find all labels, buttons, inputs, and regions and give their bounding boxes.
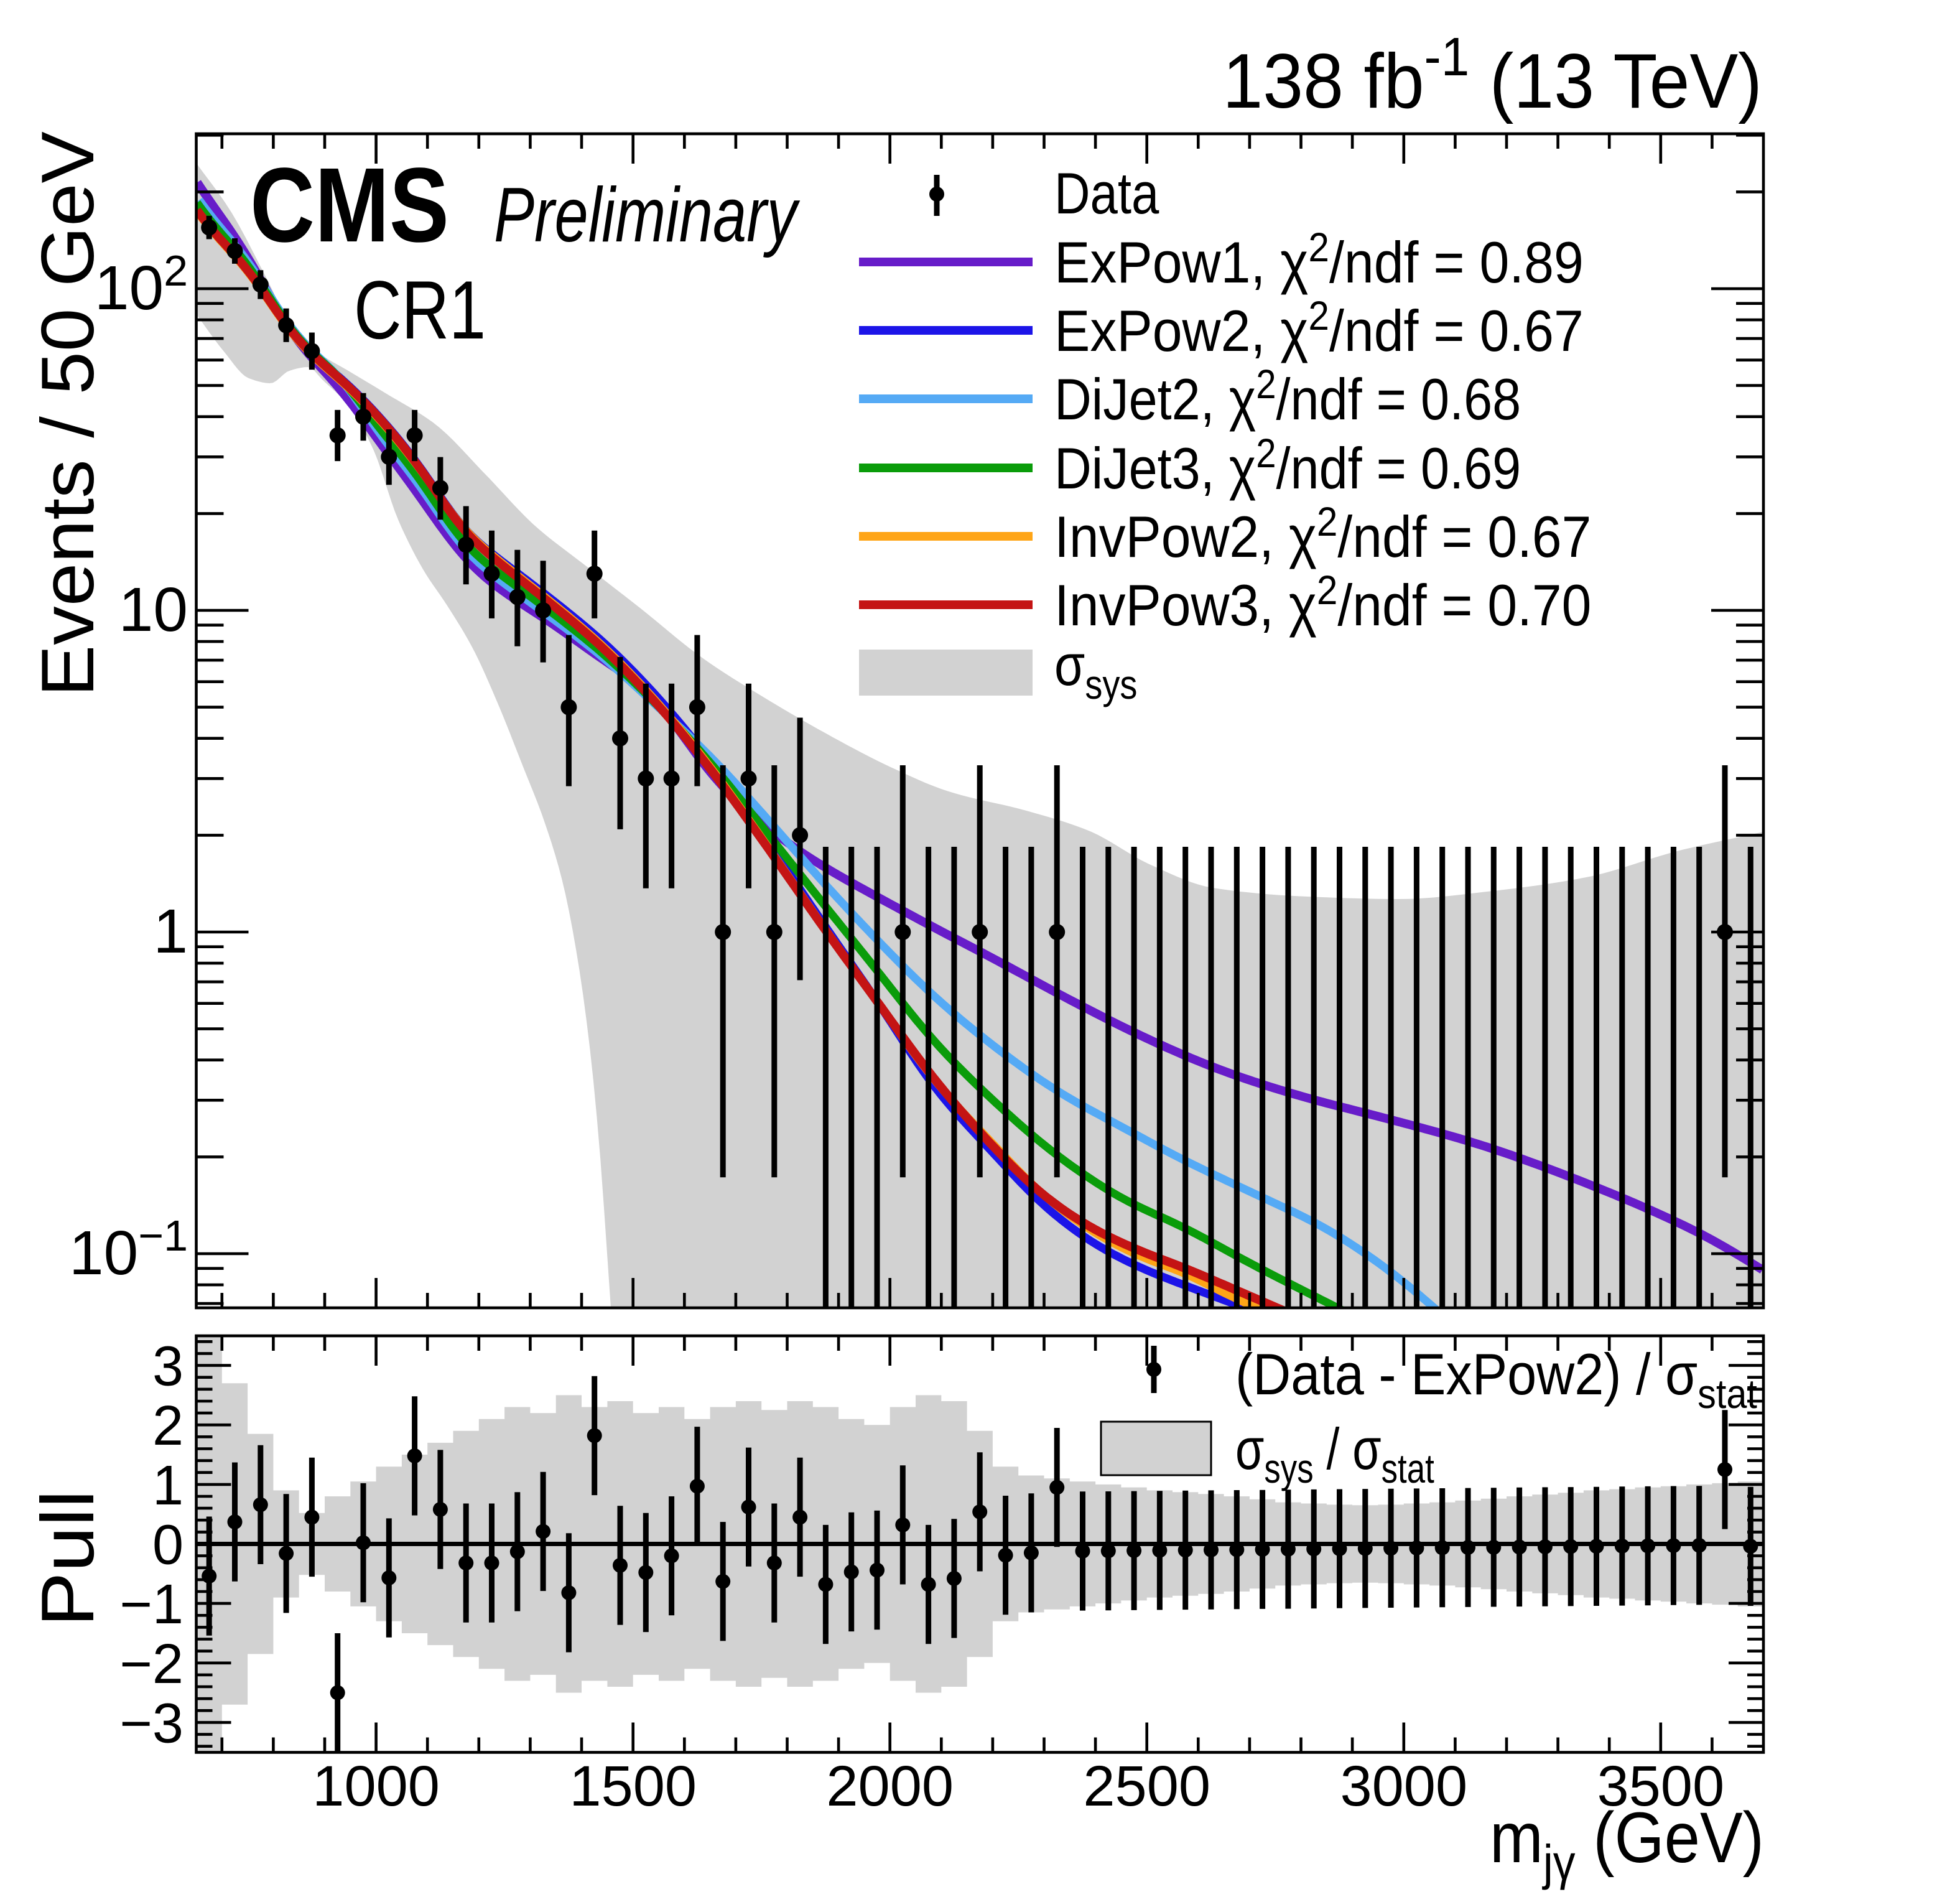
svg-text:Data: Data — [1054, 161, 1159, 226]
svg-text:(Data - ExPow2) / σstat: (Data - ExPow2) / σstat — [1235, 1341, 1757, 1417]
svg-text:138 fb-1 (13 TeV): 138 fb-1 (13 TeV) — [1222, 27, 1762, 124]
svg-text:2: 2 — [152, 1395, 183, 1457]
svg-text:0: 0 — [152, 1514, 183, 1577]
svg-text:1000: 1000 — [312, 1755, 440, 1818]
svg-text:DiJet2, χ2/ndf = 0.68: DiJet2, χ2/ndf = 0.68 — [1054, 362, 1521, 432]
svg-text:DiJet3, χ2/ndf = 0.69: DiJet3, χ2/ndf = 0.69 — [1054, 431, 1521, 501]
svg-text:−3: −3 — [119, 1692, 183, 1755]
svg-text:CMS: CMS — [250, 146, 449, 264]
svg-text:1: 1 — [152, 1455, 183, 1517]
svg-text:Events / 50 GeV: Events / 50 GeV — [26, 131, 109, 697]
svg-text:Pull: Pull — [26, 1490, 109, 1627]
svg-text:3: 3 — [152, 1336, 183, 1398]
svg-text:10: 10 — [119, 575, 188, 645]
svg-text:Preliminary: Preliminary — [494, 172, 801, 258]
svg-text:3000: 3000 — [1340, 1755, 1467, 1818]
svg-text:ExPow1, χ2/ndf = 0.89: ExPow1, χ2/ndf = 0.89 — [1054, 225, 1584, 296]
svg-text:CR1: CR1 — [354, 264, 486, 357]
svg-text:InvPow2, χ2/ndf = 0.67: InvPow2, χ2/ndf = 0.67 — [1054, 500, 1591, 570]
svg-text:1500: 1500 — [569, 1755, 697, 1818]
svg-text:1: 1 — [153, 897, 188, 966]
svg-text:3500: 3500 — [1597, 1755, 1724, 1818]
svg-text:mjγ (GeV): mjγ (GeV) — [1490, 1798, 1764, 1891]
svg-text:2500: 2500 — [1083, 1755, 1210, 1818]
svg-text:−1: −1 — [119, 1573, 183, 1636]
svg-text:−2: −2 — [119, 1633, 183, 1695]
svg-text:2000: 2000 — [826, 1755, 954, 1818]
